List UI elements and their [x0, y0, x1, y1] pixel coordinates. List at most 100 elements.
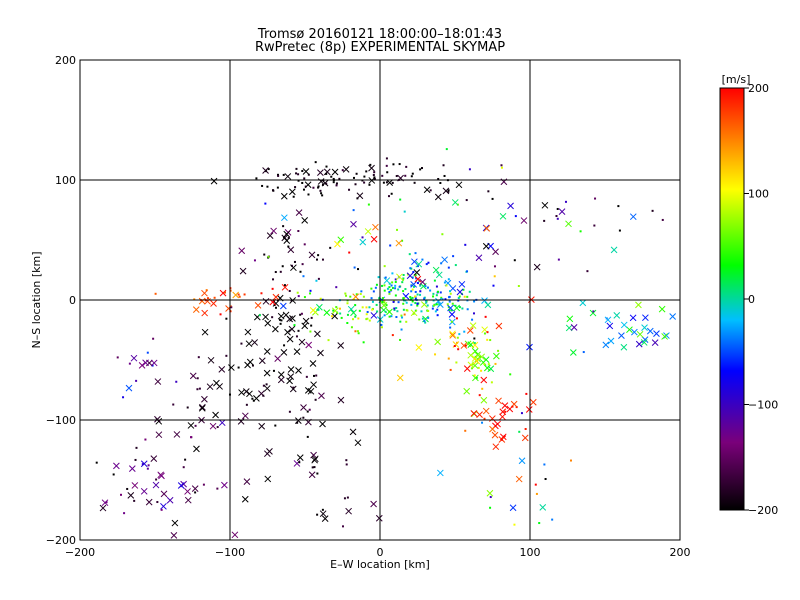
dot-point — [414, 301, 417, 304]
dot-point — [357, 332, 360, 335]
dot-point — [397, 301, 400, 304]
cross-point — [491, 431, 499, 439]
dot-point — [594, 197, 597, 200]
dot-point — [405, 301, 408, 304]
cross-point — [613, 312, 621, 319]
dot-point — [261, 184, 264, 187]
dot-point — [414, 295, 417, 298]
dot-point — [175, 380, 178, 383]
dot-point — [555, 215, 558, 218]
cross-point — [201, 395, 208, 403]
dot-point — [399, 338, 402, 341]
dot-point — [147, 464, 150, 467]
cross-point — [499, 212, 507, 220]
cross-point — [476, 411, 483, 418]
dot-point — [283, 284, 286, 287]
cross-point — [270, 227, 277, 235]
dot-point — [535, 492, 538, 495]
dot-point — [432, 292, 435, 295]
dot-point — [449, 290, 452, 293]
cross-point — [210, 177, 218, 185]
y-tick-label: 0 — [69, 294, 76, 307]
dot-point — [410, 284, 413, 287]
dot-point — [216, 426, 219, 429]
dot-point — [313, 466, 316, 469]
dot-point — [262, 384, 265, 387]
dot-point — [391, 287, 394, 290]
dot-point — [437, 177, 440, 180]
dot-point — [335, 184, 338, 187]
cross-point — [258, 422, 266, 430]
cross-point — [283, 230, 291, 238]
dot-point — [299, 313, 302, 316]
cross-point — [284, 328, 291, 336]
dot-point — [421, 258, 424, 261]
dot-point — [435, 285, 438, 288]
dot-point — [432, 304, 435, 307]
dot-point — [494, 362, 497, 365]
dot-point — [345, 294, 348, 297]
cross-point — [337, 342, 345, 349]
cross-point — [277, 371, 285, 378]
dot-point — [410, 290, 413, 293]
dot-point — [458, 333, 461, 336]
cross-point — [218, 365, 226, 373]
dot-point — [340, 316, 343, 319]
cross-point — [484, 301, 492, 309]
cross-point — [437, 301, 444, 308]
cross-point — [506, 405, 514, 413]
dot-point — [237, 366, 240, 369]
cross-point — [171, 519, 179, 527]
dot-point — [447, 357, 450, 360]
dot-point — [390, 192, 393, 195]
cross-point — [266, 232, 274, 240]
y-tick-label: 200 — [55, 54, 76, 67]
dot-point — [403, 210, 406, 213]
dot-point — [483, 363, 486, 366]
dot-point — [450, 309, 453, 312]
dot-point — [395, 306, 398, 309]
cross-point — [558, 208, 566, 215]
cross-point — [150, 455, 158, 463]
dot-point — [321, 194, 324, 197]
cross-point — [131, 482, 139, 489]
dot-point — [423, 320, 426, 323]
cross-point — [501, 402, 509, 409]
dot-point — [484, 315, 487, 318]
dot-point — [457, 297, 460, 300]
dot-point — [370, 287, 373, 290]
dot-point — [316, 472, 319, 475]
dot-point — [362, 341, 365, 344]
dot-point — [387, 195, 390, 198]
cross-point — [305, 341, 313, 349]
dot-point — [277, 174, 280, 177]
cross-point — [483, 225, 491, 232]
cross-point — [316, 303, 323, 311]
dot-point — [411, 288, 414, 291]
dot-point — [365, 306, 368, 309]
dot-point — [388, 286, 391, 289]
cross-point — [239, 267, 247, 275]
cross-point — [620, 343, 628, 351]
dot-point — [307, 173, 310, 176]
dot-point — [358, 309, 361, 312]
dot-point — [481, 387, 484, 390]
dot-point — [402, 277, 405, 280]
colorbar-ticks: 200 100 0 −100 −200 — [744, 82, 778, 517]
cross-point — [272, 293, 280, 301]
cross-point — [207, 356, 215, 364]
dot-point — [448, 300, 451, 303]
dot-point — [380, 326, 383, 329]
dot-point — [525, 392, 528, 395]
dot-point — [300, 312, 303, 315]
dot-point — [302, 275, 305, 278]
dot-point — [374, 286, 377, 289]
dot-point — [447, 278, 450, 281]
dot-point — [309, 330, 312, 333]
cross-point — [489, 415, 496, 422]
x-axis-ticks: −200 −100 0 100 200 — [65, 534, 691, 559]
cross-point — [170, 532, 178, 539]
dot-point — [345, 459, 348, 462]
dot-point — [440, 296, 443, 299]
dot-point — [579, 230, 582, 233]
